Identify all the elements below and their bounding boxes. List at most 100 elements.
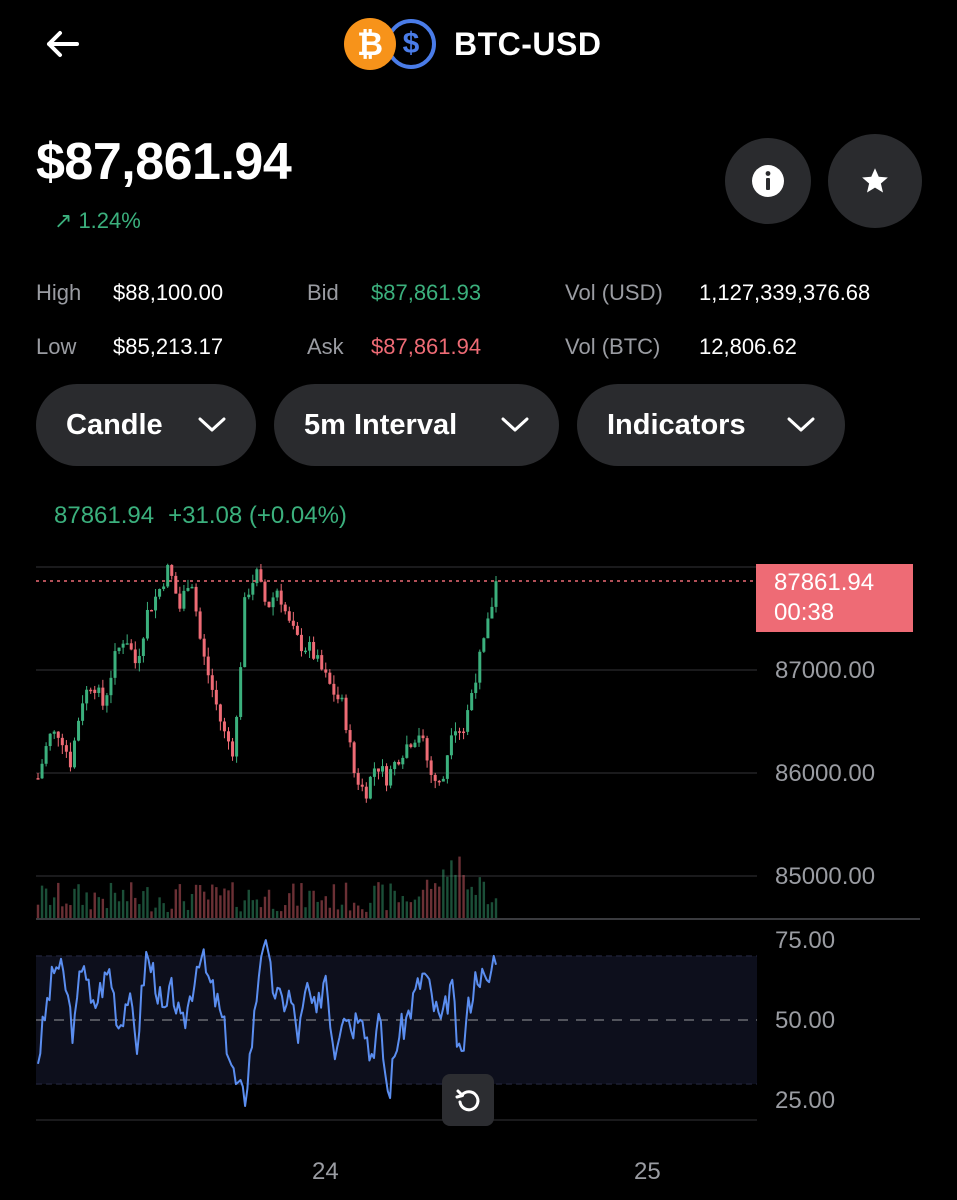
candle-body xyxy=(210,675,214,690)
candle-body xyxy=(170,564,174,576)
candle-body xyxy=(275,590,279,598)
chart-type-dropdown[interactable]: Candle xyxy=(36,384,256,466)
volume-bar xyxy=(365,911,368,918)
candle-body xyxy=(364,786,368,799)
volume-bar xyxy=(247,889,250,918)
candle-body xyxy=(287,611,291,621)
volume-bar xyxy=(227,890,230,918)
y-tick-label: 87000.00 xyxy=(775,657,876,684)
volume-bar xyxy=(308,890,311,918)
volume-bar xyxy=(125,901,129,918)
volume-bar xyxy=(421,889,425,918)
candle-body xyxy=(340,697,344,700)
candle-body xyxy=(214,689,218,705)
volume-usd-value: 1,127,339,376.68 xyxy=(699,280,871,305)
favorite-button[interactable] xyxy=(828,134,922,228)
candle-body xyxy=(101,687,105,706)
volume-bar xyxy=(275,911,279,918)
volume-bar xyxy=(267,889,271,918)
volume-bar xyxy=(296,905,299,918)
candle-body xyxy=(202,638,206,657)
candle-body xyxy=(206,656,210,676)
candle-body xyxy=(226,731,230,742)
candle-body xyxy=(109,677,113,696)
volume-bar xyxy=(454,874,457,918)
candle-body xyxy=(393,761,397,770)
volume-bar xyxy=(332,884,336,918)
volume-bar xyxy=(401,896,404,918)
volume-bar xyxy=(494,898,498,918)
candle-body xyxy=(40,763,44,779)
volume-bar xyxy=(409,902,413,918)
back-button[interactable] xyxy=(40,22,84,66)
candle-body xyxy=(474,682,478,694)
candle-body xyxy=(368,776,372,799)
info-button[interactable] xyxy=(725,138,811,224)
volume-bar xyxy=(178,884,182,918)
candle-body xyxy=(48,733,52,747)
candle-body xyxy=(145,609,149,639)
candle-body xyxy=(271,597,275,608)
candle-body xyxy=(218,704,222,722)
candle-body xyxy=(125,643,129,645)
reset-chart-button[interactable] xyxy=(442,1074,494,1126)
volume-bar xyxy=(190,893,194,918)
candle-body xyxy=(178,593,182,609)
bitcoin-symbol: ₿ xyxy=(356,25,384,62)
volume-bar xyxy=(81,904,84,918)
candle-body xyxy=(222,721,226,732)
volume-bar xyxy=(40,885,44,918)
candle-body xyxy=(462,731,466,734)
candle-body xyxy=(105,695,109,706)
candle-body xyxy=(113,651,117,678)
volume-bar xyxy=(300,883,303,918)
candle-body xyxy=(182,590,186,609)
volume-bar xyxy=(243,900,246,918)
candle-body xyxy=(77,720,81,741)
price-change: ↗ 1.24% xyxy=(54,208,141,234)
chevron-down-icon xyxy=(501,417,529,432)
candle-body xyxy=(437,780,441,783)
rsi-level-label: 25.00 xyxy=(775,1087,836,1114)
volume-bar xyxy=(340,904,344,918)
candle-body xyxy=(141,638,145,656)
candle-body xyxy=(162,586,166,589)
volume-bar xyxy=(438,886,441,918)
candle-body xyxy=(336,694,340,700)
top-bar: ₿ $ BTC-USD xyxy=(0,0,957,90)
candle-body xyxy=(198,611,202,639)
candle-body xyxy=(117,647,121,652)
candle-body xyxy=(243,597,247,668)
candle-body xyxy=(129,643,133,650)
interval-dropdown[interactable]: 5m Interval xyxy=(274,384,559,466)
candle-body xyxy=(174,575,178,594)
volume-bar xyxy=(377,882,380,918)
volume-bar xyxy=(405,901,409,918)
candle-body xyxy=(235,716,239,757)
indicators-dropdown[interactable]: Indicators xyxy=(577,384,845,466)
volume-bar xyxy=(417,896,421,918)
volume-bar xyxy=(101,898,105,918)
candle-body xyxy=(376,768,380,772)
volume-bar xyxy=(263,896,267,918)
volume-bar xyxy=(389,883,392,918)
volume-bar xyxy=(348,910,352,918)
volume-bar xyxy=(324,896,327,918)
volume-bar xyxy=(105,908,109,918)
volume-bar xyxy=(61,906,64,918)
volume-bar xyxy=(69,905,72,918)
volume-bar xyxy=(271,908,275,918)
price-chart[interactable] xyxy=(0,540,957,1150)
volume-bar xyxy=(53,897,56,918)
candle-body xyxy=(413,742,417,747)
candle-body xyxy=(425,738,429,761)
volume-bar xyxy=(93,892,96,918)
candle-body xyxy=(360,784,364,787)
volume-bar xyxy=(304,907,307,918)
candle-body xyxy=(490,606,494,619)
volume-bar xyxy=(434,883,437,918)
rsi-level-label: 50.00 xyxy=(775,1007,836,1034)
candle-body xyxy=(190,586,194,589)
candle-body xyxy=(194,586,198,612)
volume-btc-label: Vol (BTC) xyxy=(565,334,661,359)
